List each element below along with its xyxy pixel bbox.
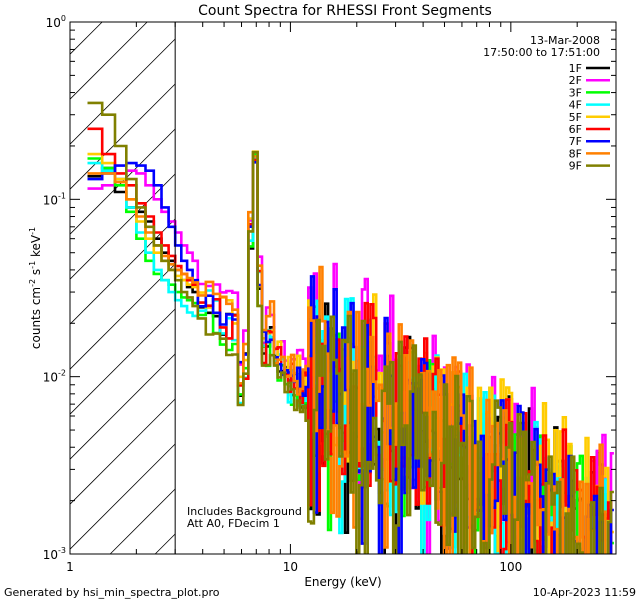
footer-timestamp: 10-Apr-2023 11:59 [533,586,636,599]
legend-label: 2F [569,74,582,87]
hatch-line [69,83,176,190]
hatch-line [69,308,176,415]
legend-label: 7F [569,135,582,148]
footer-generated-by: Generated by hsi_min_spectra_plot.pro [4,586,220,599]
hatch-line [69,173,176,280]
series-layer [87,101,614,554]
legend-label: 6F [569,123,582,136]
hatch-line [109,488,176,555]
y-tick-label: 10-1 [43,191,66,207]
hatch-line [69,353,176,460]
hatch-line [69,263,176,370]
x-tick-label: 100 [499,560,522,574]
legend-label: 5F [569,111,582,124]
plot-frame [69,21,617,555]
x-axis-label: Energy (keV) [304,575,381,589]
legend-label: 9F [569,160,582,173]
y-tick-label: 10-2 [43,369,66,385]
spectrum-series-9F [87,101,614,554]
legend-label: 3F [569,86,582,99]
hatch-line [69,21,148,100]
hatch-line [154,533,176,555]
hatched-region [69,21,176,555]
hatch-line [69,218,176,325]
hatch-line [69,21,103,55]
legend-label: 8F [569,147,582,160]
annotation-background: Includes Background [187,505,302,518]
legend-date: 13-Mar-2008 [530,34,600,47]
legend-time-range: 17:50:00 to 17:51:00 [483,46,600,59]
legend-label: 4F [569,99,582,112]
x-tick-label: 1 [66,560,74,574]
y-tick-label: 100 [46,14,66,30]
annotation-attenuator: Att A0, FDecim 1 [187,517,280,530]
legend-label: 1F [569,62,582,75]
hatch-line [69,398,176,505]
y-tick-label: 10-3 [43,546,66,562]
hatch-line [69,38,176,145]
axis-ticks: 1 10 100 100 10-1 10-2 10-3 [43,14,617,574]
legend: 13-Mar-2008 17:50:00 to 17:51:00 1F2F3F4… [483,34,610,173]
hatch-line [69,443,176,550]
y-axis-label: counts cm-2 s-1 keV-1 [28,227,43,349]
chart-title: Count Spectra for RHESSI Front Segments [198,3,492,19]
spectrum-series-8F [87,155,607,554]
x-tick-label: 10 [283,560,298,574]
